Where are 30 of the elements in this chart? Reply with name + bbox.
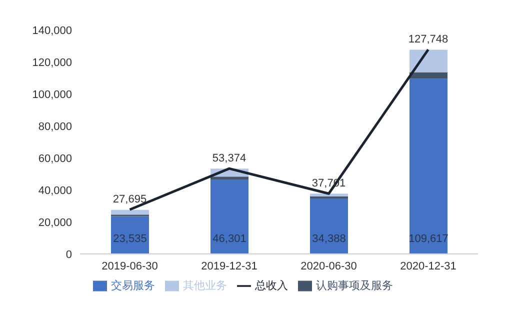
data-label: 23,535	[113, 232, 147, 245]
y-tick-label: 20,000	[38, 216, 72, 229]
data-label: 34,388	[312, 232, 346, 245]
x-tick-label: 2019-06-30	[102, 260, 158, 273]
bar	[111, 210, 149, 215]
bar	[410, 78, 448, 254]
legend-label: 认购事项及服务	[316, 280, 393, 292]
data-label: 127,748	[408, 34, 448, 46]
x-tick-label: 2019-12-31	[201, 260, 258, 273]
y-tick-label: 80,000	[38, 120, 72, 133]
data-label: 46,301	[212, 232, 246, 245]
legend-label: 其他业务	[183, 280, 227, 292]
data-label: 27,695	[112, 194, 147, 206]
y-tick-label: 140,000	[32, 24, 72, 37]
y-tick-label: 60,000	[38, 152, 72, 165]
bar	[410, 50, 448, 72]
legend-label: 总收入	[255, 280, 288, 292]
x-tick-label: 2020-06-30	[300, 260, 357, 273]
bar	[310, 194, 348, 197]
bar	[310, 198, 348, 254]
bar	[410, 72, 448, 79]
y-tick-label: 100,000	[32, 88, 72, 101]
bar	[210, 180, 248, 254]
bar	[210, 176, 248, 180]
y-tick-label: 40,000	[38, 184, 72, 197]
x-tick-label: 2020-12-31	[400, 260, 456, 273]
data-label: 53,374	[212, 152, 246, 165]
y-tick-label: 120,000	[32, 56, 72, 69]
legend-label: 交易服务	[111, 280, 155, 292]
y-tick-label: 0	[66, 248, 72, 261]
